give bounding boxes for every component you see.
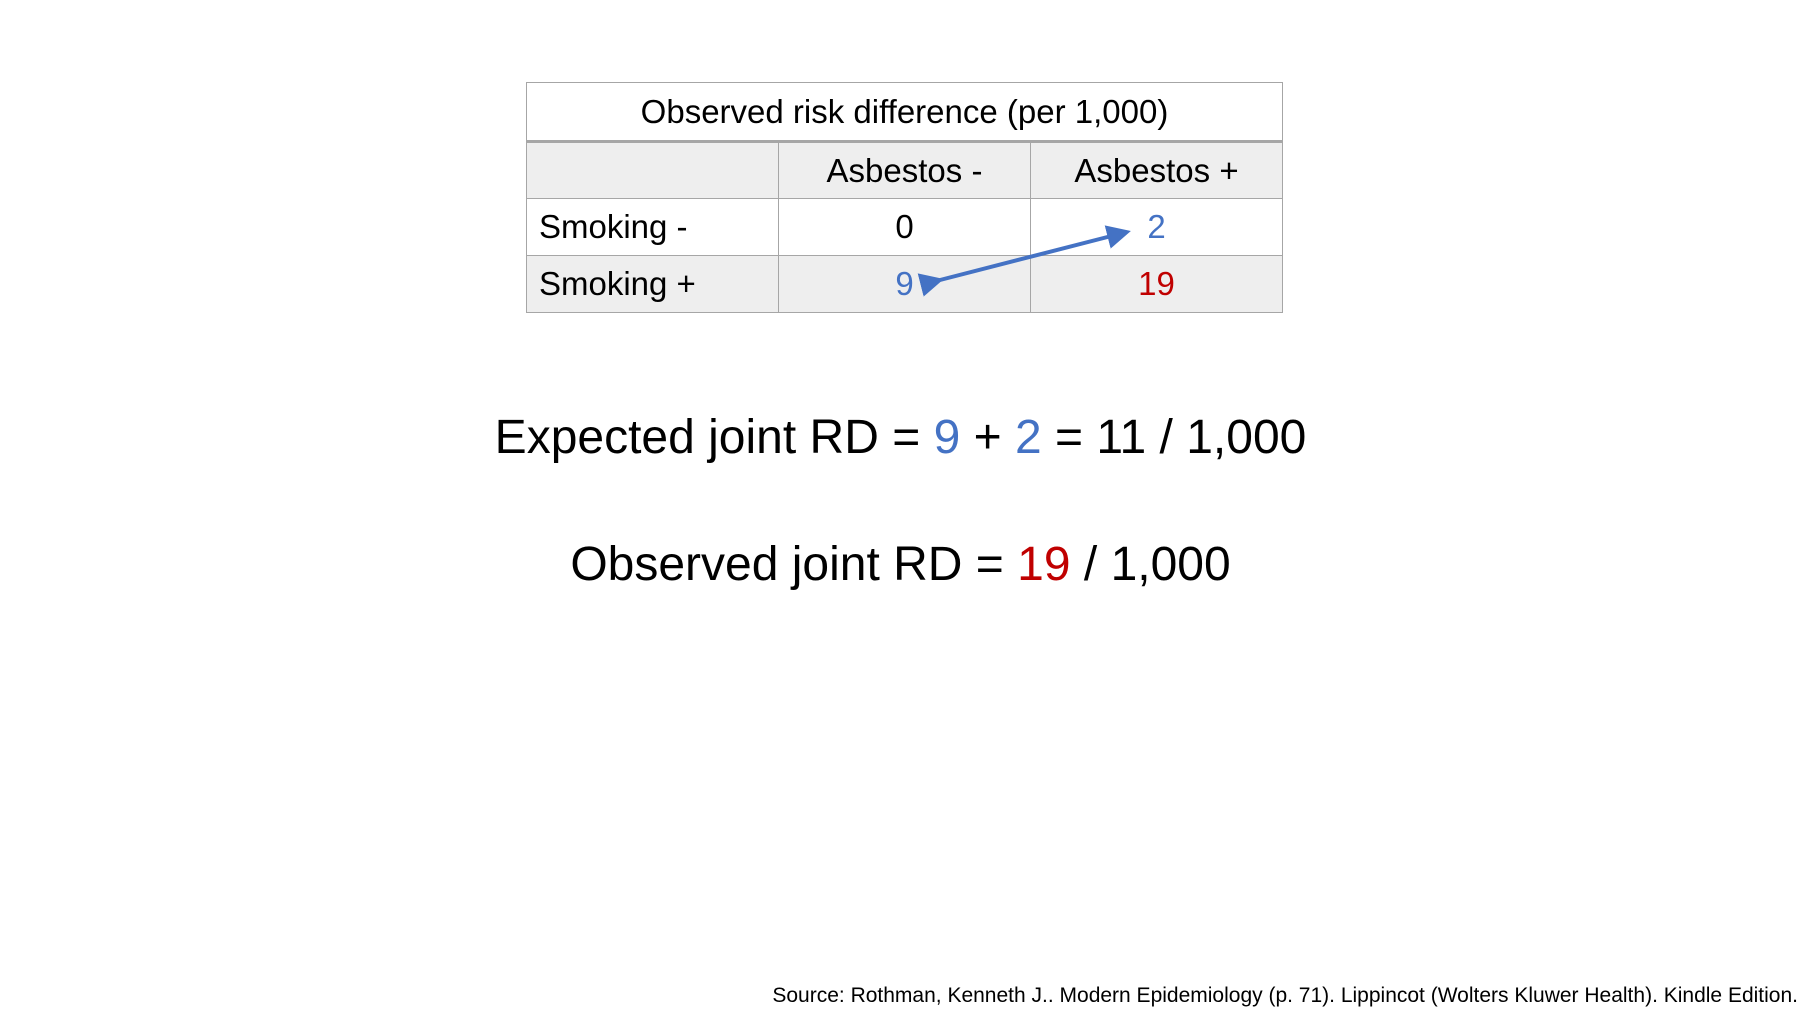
observed-term: 19 (1017, 538, 1071, 591)
expected-suffix: = 11 / 1,000 (1041, 411, 1307, 464)
cell-smoking-neg-asbestos-pos: 2 (1030, 198, 1283, 256)
expected-term-b: 2 (1014, 411, 1042, 464)
cell-smoking-neg-asbestos-neg: 0 (778, 198, 1031, 256)
table-caption: Observed risk difference (per 1,000) (526, 82, 1283, 143)
source-citation: Source: Rothman, Kenneth J.. Modern Epid… (772, 984, 1798, 1007)
header-asbestos-negative: Asbestos - (778, 141, 1031, 199)
risk-difference-table: Observed risk difference (per 1,000) Asb… (526, 82, 1283, 313)
row-label-smoking-positive: Smoking + (526, 255, 779, 313)
header-asbestos-positive: Asbestos + (1030, 141, 1283, 199)
table-caption-row: Observed risk difference (per 1,000) (526, 82, 1283, 143)
expected-plus: + (960, 411, 1015, 464)
row-label-smoking-negative: Smoking - (526, 198, 779, 256)
expected-term-a: 9 (933, 411, 961, 464)
table-row: Smoking - 0 2 (526, 198, 1283, 256)
observed-joint-rd-equation: Observed joint RD = 19 / 1,000 (0, 537, 1801, 592)
expected-prefix: Expected joint RD = (494, 411, 934, 464)
expected-joint-rd-equation: Expected joint RD = 9 + 2 = 11 / 1,000 (0, 410, 1801, 465)
table-header-row: Asbestos - Asbestos + (526, 141, 1283, 199)
cell-smoking-pos-asbestos-pos: 19 (1030, 255, 1283, 313)
table-row: Smoking + 9 19 (526, 255, 1283, 313)
observed-prefix: Observed joint RD = (570, 538, 1018, 591)
observed-suffix: / 1,000 (1070, 538, 1231, 591)
cell-smoking-pos-asbestos-neg: 9 (778, 255, 1031, 313)
header-empty-cell (526, 141, 779, 199)
